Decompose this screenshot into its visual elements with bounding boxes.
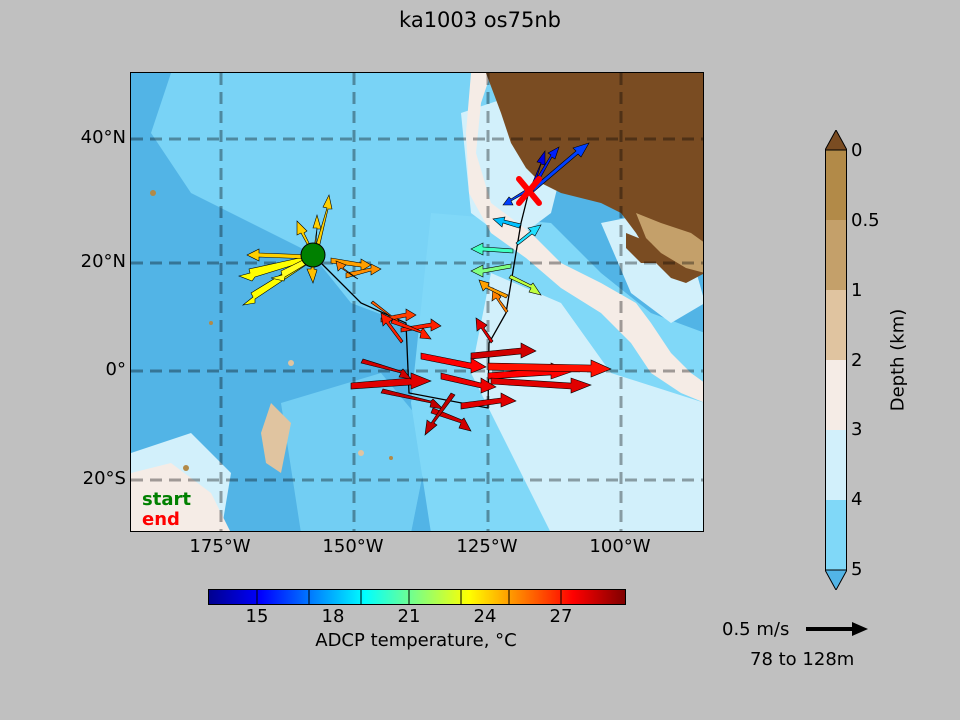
lat-tick-20n: 20°N (80, 251, 126, 272)
map-title: ka1003 os75nb (399, 8, 561, 32)
lat-tick-0: 0° (105, 359, 126, 380)
lon-tick-150w: 150°W (322, 536, 384, 557)
start-marker (300, 242, 326, 268)
temperature-colorbar (208, 589, 626, 605)
scale-arrow-speed: 0.5 m/s (722, 619, 790, 640)
scale-arrow-icon (806, 622, 868, 636)
map-canvas (131, 73, 703, 531)
temp-tick-15: 15 (245, 606, 269, 627)
depth-colorbar-label: Depth (km) (887, 308, 909, 412)
ship-track (312, 190, 530, 409)
end-marker (516, 176, 542, 206)
depth-tick-1: 1 (851, 280, 863, 301)
temp-tick-18: 18 (321, 606, 345, 627)
legend-end: end (142, 509, 180, 530)
depth-tick-5: 5 (851, 559, 863, 580)
ocean-map (130, 72, 704, 532)
legend-start: start (142, 489, 191, 510)
temp-tick-24: 24 (473, 606, 497, 627)
depth-tick-0: 0 (851, 140, 863, 161)
lon-tick-175w: 175°W (189, 536, 251, 557)
depth-tick-3: 3 (851, 419, 863, 440)
depth-tick-4: 4 (851, 489, 863, 510)
lon-tick-125w: 125°W (456, 536, 518, 557)
lat-tick-20s: 20°S (82, 468, 126, 489)
scale-arrow-depth-range: 78 to 128m (750, 649, 855, 670)
depth-tick-0-5: 0.5 (851, 210, 880, 231)
depth-colorbar (824, 128, 848, 592)
temp-tick-27: 27 (549, 606, 573, 627)
lat-tick-40n: 40°N (80, 127, 126, 148)
depth-tick-2: 2 (851, 350, 863, 371)
temp-tick-21: 21 (397, 606, 421, 627)
lon-tick-100w: 100°W (589, 536, 651, 557)
temperature-colorbar-label: ADCP temperature, °C (315, 630, 517, 651)
